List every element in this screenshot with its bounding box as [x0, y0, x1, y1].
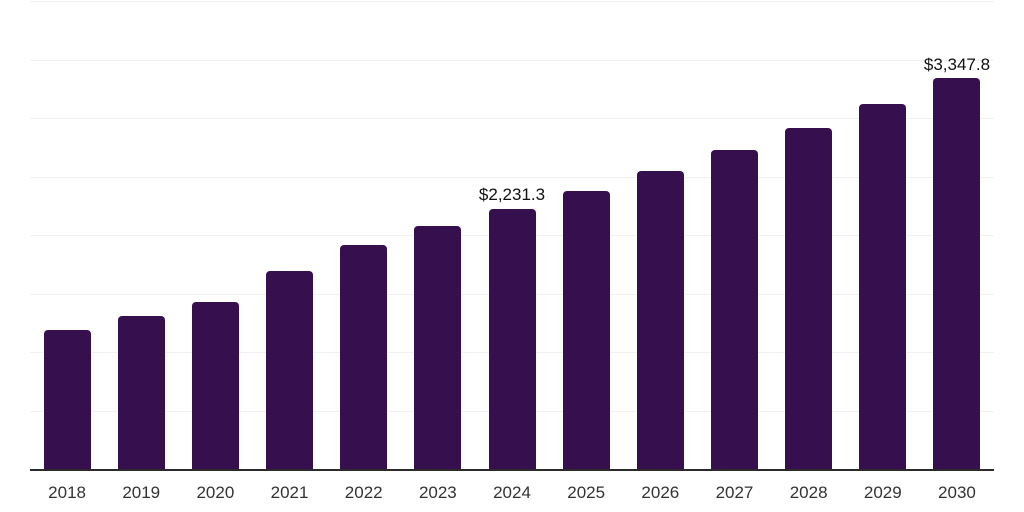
bar-2022: [340, 245, 388, 470]
bar-slot-2028: [772, 2, 846, 470]
bar-slot-2030: $3,347.8: [920, 2, 994, 470]
x-axis-tick-labels: 2018 2019 2020 2021 2022 2023 2024 2025 2026 2027…: [30, 470, 994, 512]
x-tick-label-2025: 2025: [567, 483, 606, 502]
bar-2030: $3,347.8: [924, 55, 990, 470]
bar-2028: [785, 127, 833, 470]
bar-2027: [710, 150, 758, 470]
gridline-4000: [30, 1, 994, 2]
x-tick-label-2022: 2022: [344, 483, 383, 502]
gridline-2500: [30, 176, 994, 178]
x-tick-label-2026: 2026: [641, 483, 680, 502]
bar-slot-2026: [623, 2, 697, 470]
x-tick-label-2029: 2029: [863, 483, 902, 502]
bar-slot-2022: [327, 2, 401, 470]
bar-2020: [191, 302, 239, 470]
bar-value-label-2024: $2,231.3: [478, 185, 546, 205]
bar-2018: [43, 330, 91, 470]
bar-slot-2027: [697, 2, 771, 470]
bar-slot-2023: [401, 2, 475, 470]
x-tick-label-2019: 2019: [122, 483, 161, 502]
gridline-3500: [30, 59, 994, 61]
x-tick-label-2018: 2018: [48, 483, 86, 502]
x-tick-label-2023: 2023: [418, 483, 457, 502]
gridline-3000: [30, 118, 994, 119]
bar-2023: [414, 225, 462, 470]
bar-slot-2018: [30, 2, 104, 470]
plot-area: $2,231.3 $3,347.8: [30, 1, 994, 471]
x-tick-label-2024: 2024: [493, 483, 531, 502]
bar-2024: $2,231.3: [479, 185, 545, 470]
x-tick-label-2020: 2020: [196, 483, 235, 502]
bar-2029: [859, 103, 907, 470]
x-tick-label-2028: 2028: [789, 483, 828, 502]
bar-2025: [562, 190, 610, 470]
x-tick-label-2021: 2021: [270, 483, 309, 502]
bar-slot-2024: $2,231.3: [475, 2, 549, 470]
bar-slot-2021: [252, 2, 326, 470]
bar-2026: [636, 171, 684, 470]
bar-slot-2025: [549, 2, 623, 470]
bar-slot-2029: [846, 2, 920, 470]
x-tick-label-2030: 2030: [938, 483, 976, 502]
bar-value-label-2030: $3,347.8: [923, 54, 991, 74]
bar-2021: [266, 271, 314, 470]
x-tick-label-2027: 2027: [715, 483, 754, 502]
bar-slot-2020: [178, 2, 252, 470]
x-axis-line: [30, 469, 994, 471]
bars-container: $2,231.3 $3,347.8: [30, 2, 994, 470]
bar-slot-2019: [104, 2, 178, 470]
bar-2019: [117, 315, 165, 470]
